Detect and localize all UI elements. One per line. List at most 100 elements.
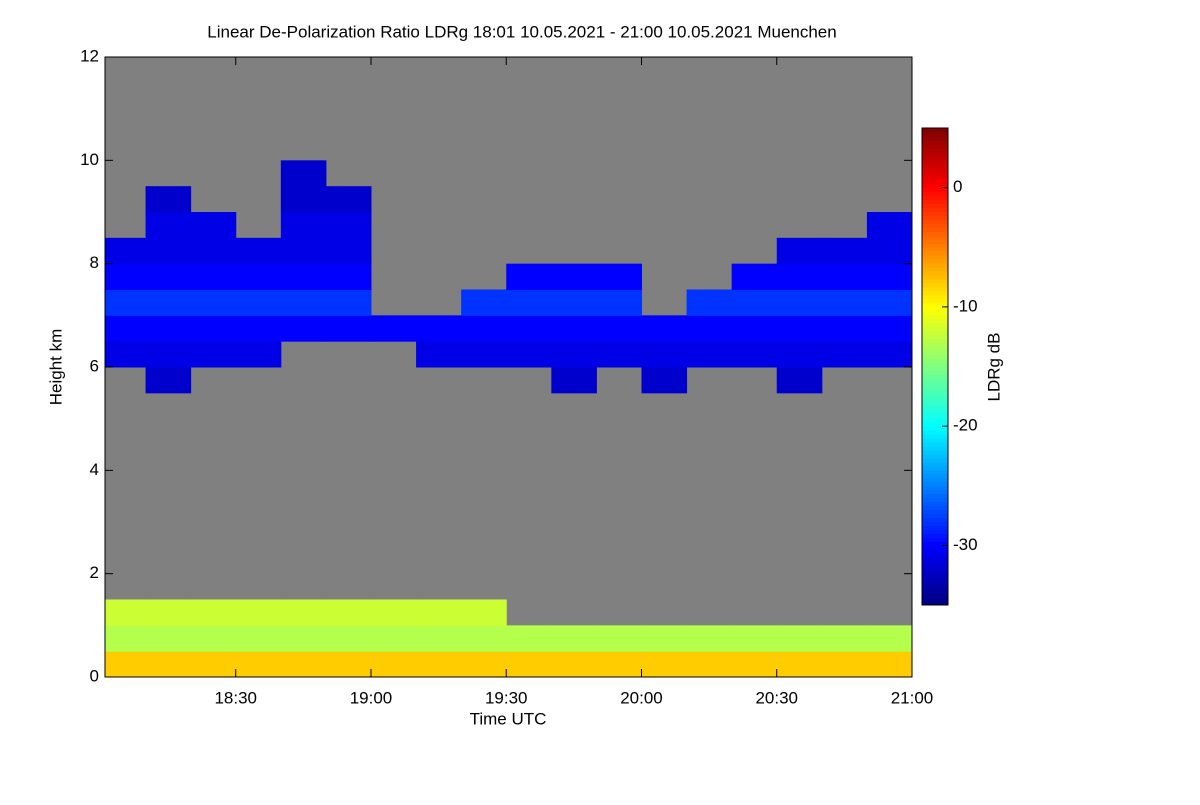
heatmap-cell (145, 341, 192, 368)
x-tick-label: 19:00 (350, 688, 393, 707)
colorbar-segment (922, 271, 948, 276)
heatmap-cell (551, 341, 597, 368)
heatmap-cell (776, 341, 823, 368)
heatmap-cell (325, 651, 372, 678)
colorbar-segment (922, 143, 948, 149)
colorbar-segment (922, 565, 948, 570)
colorbar-segment (922, 573, 948, 578)
heatmap-cell (280, 160, 327, 187)
heatmap-cell (145, 186, 192, 213)
colorbar-segment (922, 370, 948, 375)
heatmap-cell (461, 289, 507, 316)
colorbar-segment (922, 577, 948, 582)
heatmap-cell (190, 237, 237, 265)
colorbar-segment (922, 287, 948, 292)
colorbar-segment (922, 175, 948, 181)
heatmap-cell (235, 237, 282, 265)
colorbar-segment (922, 561, 948, 566)
heatmap-cell (821, 237, 868, 265)
heatmap-cell (731, 651, 778, 678)
colorbar-segment (922, 243, 948, 248)
colorbar-segment (922, 581, 948, 586)
heatmap-cell (641, 315, 688, 342)
colorbar-segment (922, 310, 948, 316)
colorbar-segment (922, 529, 948, 534)
colorbar-segment (922, 227, 948, 232)
colorbar-segment (922, 553, 948, 558)
colorbar-segment (922, 481, 948, 487)
x-tick-label: 21:00 (891, 688, 934, 707)
colorbar-segment (922, 545, 948, 550)
colorbar-segment (922, 199, 948, 205)
colorbar-segment (922, 334, 948, 340)
heatmap-cell (145, 289, 192, 316)
colorbar-segment (922, 128, 948, 133)
colorbar-segment (922, 191, 948, 197)
colorbar-segment (922, 330, 948, 336)
heatmap-cell (105, 599, 147, 626)
colorbar-segment (922, 207, 948, 212)
colorbar-segment (922, 255, 948, 260)
x-axis-label: Time UTC (470, 709, 547, 728)
heatmap-cell (190, 263, 237, 290)
heatmap-cell (145, 263, 192, 290)
heatmap-cell (551, 289, 597, 316)
colorbar-segment (922, 442, 948, 447)
heatmap-cell (370, 315, 417, 342)
colorbar-segment (922, 155, 948, 161)
colorbar-segment (922, 390, 948, 395)
heatmap-cell (866, 237, 913, 265)
colorbar-segment (922, 585, 948, 590)
colorbar-segment (922, 493, 948, 499)
colorbar-segment (922, 362, 948, 367)
heatmap-cell (551, 367, 597, 394)
colorbar-segment (922, 509, 948, 515)
colorbar-segment (922, 223, 948, 228)
colorbar-segment (922, 215, 948, 220)
colorbar-tick-label: -10 (953, 296, 978, 315)
colorbar-segment (922, 457, 948, 463)
colorbar-segment (922, 211, 948, 216)
heatmap-cell (145, 367, 192, 394)
heatmap-cell (551, 263, 597, 290)
colorbar-segment (922, 342, 948, 348)
heatmap-cell (776, 625, 823, 652)
colorbar-segment (922, 402, 948, 407)
colorbar-segment (922, 386, 948, 391)
colorbar-segment (922, 275, 948, 280)
heatmap-cell (866, 263, 913, 290)
heatmap-cell (280, 599, 327, 626)
colorbar-segment (922, 247, 948, 252)
heatmap-cell (190, 651, 237, 678)
heatmap-cell (280, 315, 327, 342)
colorbar-segment (922, 267, 948, 272)
y-tick-label: 2 (90, 563, 99, 582)
colorbar-segment (922, 382, 948, 387)
colorbar-segment (922, 203, 948, 208)
heatmap-cell (506, 625, 552, 652)
colorbar-segment (922, 593, 948, 598)
heatmap-cell (416, 315, 462, 342)
heatmap-cell (145, 625, 192, 652)
heatmap-cell (325, 263, 372, 290)
colorbar-tick-label: -30 (953, 535, 978, 554)
heatmap-cell (686, 651, 733, 678)
heatmap-cell (866, 212, 913, 239)
colorbar-segment (922, 521, 948, 526)
heatmap-cell (731, 341, 778, 368)
colorbar-segment (922, 485, 948, 491)
heatmap-cell (325, 186, 372, 213)
colorbar-segment (922, 525, 948, 530)
colorbar-segment (922, 406, 948, 411)
heatmap-cell (280, 237, 327, 265)
heatmap-cell (641, 341, 688, 368)
y-tick-label: 6 (90, 356, 99, 375)
heatmap-cell (776, 367, 823, 394)
colorbar-segment (922, 183, 948, 189)
colorbar-segment (922, 322, 948, 328)
y-axis-label: Height km (46, 329, 65, 406)
heatmap-cell (280, 212, 327, 239)
colorbar-segment (922, 346, 948, 352)
heatmap-cell (731, 263, 778, 290)
